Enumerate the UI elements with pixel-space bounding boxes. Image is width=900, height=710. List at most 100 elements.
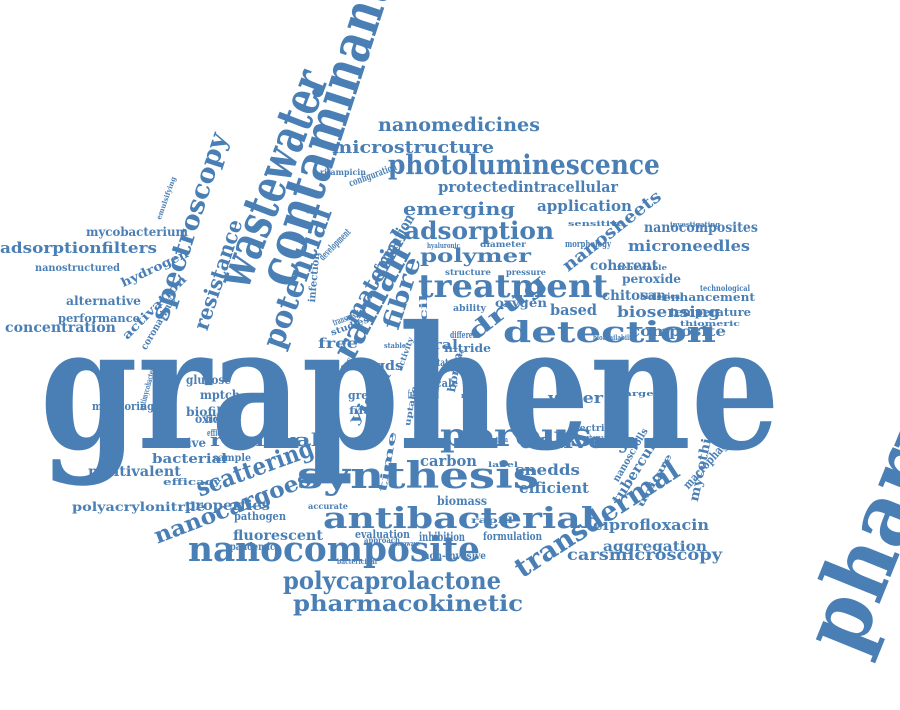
word-fluorescent: fluorescent [233, 527, 323, 544]
word-biological: biological [640, 290, 684, 301]
word-filter: filter [349, 406, 385, 417]
word-adsorption: adsorption [404, 215, 555, 245]
word-multivalent: multivalent [88, 463, 181, 480]
word-bacterial: bacterial [152, 451, 227, 467]
word-graphene: graphene [40, 289, 780, 489]
word-bactericidal: bactericidal [337, 557, 378, 567]
word-microstructure: microstructure [332, 138, 495, 159]
word-water: water [548, 389, 604, 407]
word-technological: technological [700, 282, 750, 293]
word-reactive: reactive [153, 436, 206, 451]
word-ability: ability [453, 303, 486, 314]
word-polymer: polymer [420, 244, 531, 267]
word-concentration: concentration [5, 319, 116, 336]
word-viral: viral [418, 337, 458, 353]
word-carsmicroscopy: carsmicroscopy [567, 545, 723, 565]
word-antibacterial: antibacterial [323, 500, 596, 535]
word-label: label [488, 460, 518, 470]
word-chitosan: chitosan [602, 287, 667, 304]
word-pressure: pressure [506, 266, 547, 277]
word-performance: performance [58, 312, 140, 326]
word-approach: approach [364, 534, 400, 545]
word-aggregation: aggregation [603, 538, 707, 555]
word-diameter: diameter [480, 238, 526, 249]
word-hyaluronic: hyaluronic [427, 241, 460, 251]
word-scale: scale [430, 377, 458, 391]
word-formulation: formulation [483, 530, 543, 544]
word-biosensing: biosensing [617, 303, 721, 321]
word-sample: sample [213, 453, 252, 464]
word-sensitive: sensitive [568, 219, 624, 229]
word-removal: removal [210, 429, 321, 451]
word-monitoring: monitoring [92, 400, 155, 414]
word-facile: facile [419, 282, 430, 342]
word-inhibition: inhibition [419, 530, 465, 545]
word-nanocomposites: nanocomposites [644, 219, 758, 236]
word-state: state [433, 358, 454, 369]
word-application: application [537, 197, 632, 215]
word-electrical: electrical [570, 423, 621, 434]
word-pandemic: pandemic [230, 542, 276, 553]
word-stable: stable [384, 341, 407, 351]
word-evaluation: evaluation [355, 528, 411, 542]
word-free: free [318, 335, 358, 352]
word-biofilms: biofilms [186, 405, 241, 420]
word-functionalized: functionalized [408, 388, 439, 402]
word-mycobacterium: mycobacterium [86, 225, 188, 240]
word-enhancement: enhancement [663, 291, 755, 305]
word-porous: porous [440, 416, 593, 455]
word-system: system [486, 435, 508, 445]
word-oxygen: oxygen [495, 296, 548, 311]
word-mptch: mptch [200, 388, 240, 403]
word-synthesis: synthesis [297, 455, 539, 498]
word-gqds: gqds [365, 358, 403, 374]
word-nanomedicines: nanomedicines [378, 113, 540, 136]
word-morphology: morphology [565, 239, 612, 250]
word-different: different [450, 330, 481, 341]
word-metal: metal [461, 391, 484, 401]
word-photoluminescence: photoluminescence [388, 150, 660, 182]
word-coherent: coherent [590, 257, 659, 274]
word-detection: detection [503, 314, 716, 349]
word-rapid: rapid [471, 514, 514, 525]
word-nitride: nitride [444, 342, 491, 356]
word-microneedles: microneedles [628, 237, 751, 255]
word-ciprofloxacin: ciprofloxacin [593, 516, 710, 534]
word-pharmaceutical: pharmaceutical [780, 0, 900, 666]
word-peroxide: peroxide [622, 272, 682, 287]
word-microwave: microwave [390, 539, 420, 549]
word-efficient: efficient [519, 479, 589, 497]
word-bioavailability: bioavailability [593, 333, 637, 343]
word-green: green [348, 389, 383, 403]
word-structure: structure [445, 266, 491, 277]
word-pathogen: pathogen [234, 510, 287, 524]
word-glucose: glucose [186, 373, 232, 388]
word-emerging: emerging [403, 198, 515, 220]
word-temperature: temperature [670, 306, 752, 320]
word-rifampicin: rifampicin [320, 166, 367, 177]
word-accurate: accurate [308, 500, 348, 511]
word-pharmacokinetic: pharmacokinetic [293, 591, 524, 618]
word-protected: protected [438, 178, 518, 196]
word-emulsifying: emulsifying [154, 175, 178, 222]
word-snedds: snedds [515, 461, 580, 479]
word-polyacrylonitrile: polyacrylonitrile [72, 500, 206, 515]
word-intracellular: intracellular [518, 178, 618, 196]
word-nanostructured: nanostructured [35, 263, 121, 274]
word-treatment: treatment [418, 267, 609, 306]
word-investigating: investigating [670, 220, 720, 230]
word-polycaprolactone: polycaprolactone [283, 565, 502, 595]
word-efficiencies: efficiencies [207, 428, 243, 439]
word-target: target [619, 389, 659, 399]
word-thiomeric: thiomeric [680, 319, 741, 329]
word-composite: composite [630, 323, 726, 340]
word-efficacy: efficacy [163, 477, 221, 488]
word-biosensor: biosensor [206, 414, 241, 425]
word-properties: properties [185, 497, 270, 514]
word-non-invasive: non-invasive [423, 551, 487, 562]
word-renewable: renewable [617, 263, 668, 273]
word-carbamazepine: carbamazepine [581, 433, 622, 443]
word-delivery: delivery [519, 428, 634, 454]
word-alternative: alternative [66, 294, 142, 309]
